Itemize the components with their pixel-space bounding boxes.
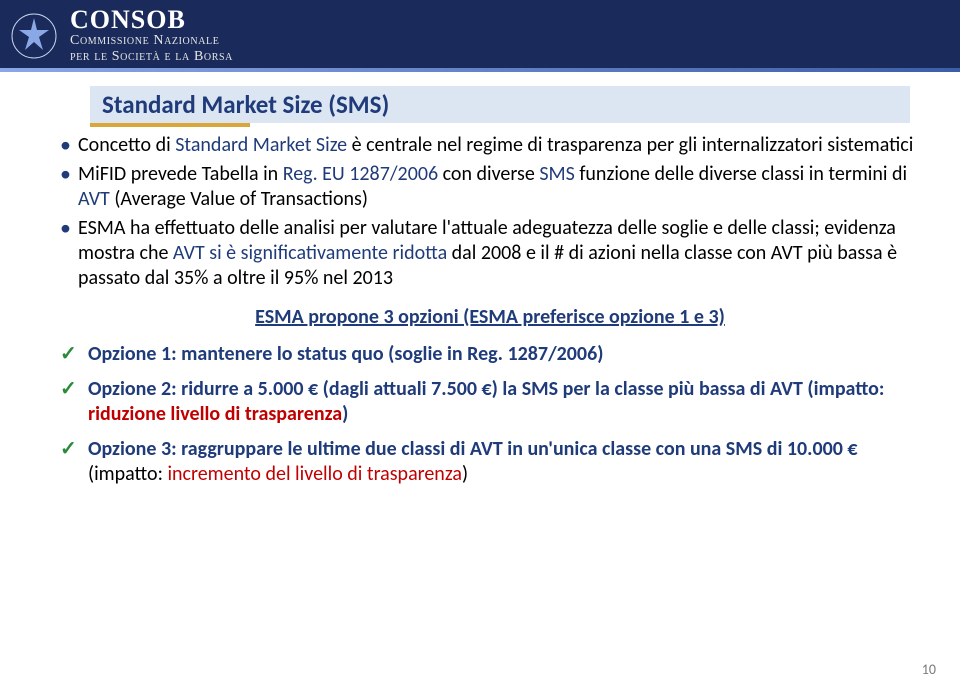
text-run: ): [342, 402, 348, 426]
check-item: ✓ Opzione 3: raggruppare le ultime due cl…: [58, 437, 922, 487]
header-logo: CONSOB Commissione Nazionale per le Soci…: [10, 7, 233, 65]
check-item: ✓ Opzione 1: mantenere lo status quo (sog…: [58, 342, 922, 367]
text-run: Opzione 3: raggruppare le ultime due cla…: [88, 437, 858, 461]
check-icon: ✓: [60, 377, 77, 402]
text-run: ): [462, 462, 468, 486]
text-run: è centrale nel regime di trasparenza per…: [347, 133, 913, 157]
text-run: Concetto di: [78, 133, 175, 157]
bullet-item: MiFID prevede Tabella in Reg. EU 1287/20…: [58, 162, 922, 212]
brand-sub2: per le Società e la Borsa: [70, 49, 233, 65]
bullet-list: Concetto di Standard Market Size è centr…: [58, 133, 922, 291]
text-run: AVT: [78, 187, 110, 211]
bullet-item: ESMA ha effettuato delle analisi per val…: [58, 216, 922, 291]
text-run: funzione delle diverse classi in termini…: [575, 162, 907, 186]
text-run: incremento del livello di trasparenza: [167, 462, 462, 486]
text-run: Opzione 2: ridurre a 5.000 € (dagli attu…: [88, 377, 884, 401]
header-accent: [0, 68, 960, 72]
text-run: SMS: [539, 162, 574, 186]
text-run: riduzione livello di trasparenza: [88, 402, 342, 426]
header-bar: CONSOB Commissione Nazionale per le Soci…: [0, 0, 960, 72]
text-run: AVT si è significativamente ridotta: [173, 241, 447, 265]
consob-emblem: [10, 12, 58, 60]
title-wrap: Standard Market Size (SMS): [0, 72, 960, 123]
content: Concetto di Standard Market Size è centr…: [0, 127, 960, 487]
check-list: ✓ Opzione 1: mantenere lo status quo (sog…: [58, 342, 922, 487]
check-item: ✓ Opzione 2: ridurre a 5.000 € (dagli att…: [58, 377, 922, 427]
text-run: (Average Value of Transactions): [110, 187, 368, 211]
brand-block: CONSOB Commissione Nazionale per le Soci…: [70, 7, 233, 65]
brand-name: CONSOB: [70, 7, 233, 33]
check-icon: ✓: [60, 437, 77, 462]
center-proposal: ESMA propone 3 opzioni (ESMA preferisce …: [58, 305, 922, 330]
text-run: con diverse: [438, 162, 539, 186]
text-run: Opzione 1: mantenere lo status quo (sogl…: [88, 342, 603, 366]
page-number: 10: [922, 661, 936, 678]
text-run: Reg. EU 1287/2006: [283, 162, 438, 186]
bullet-item: Concetto di Standard Market Size è centr…: [58, 133, 922, 158]
check-icon: ✓: [60, 342, 77, 367]
slide-title: Standard Market Size (SMS): [90, 86, 910, 123]
brand-sub1: Commissione Nazionale: [70, 33, 233, 49]
text-run: Standard Market Size: [175, 133, 347, 157]
text-run: MiFID prevede Tabella in: [78, 162, 283, 186]
text-run: (impatto:: [88, 462, 167, 486]
